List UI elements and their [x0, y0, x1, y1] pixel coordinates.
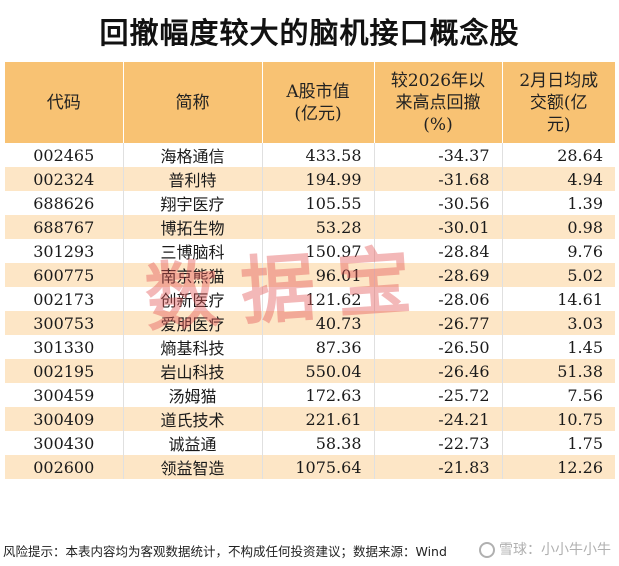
cell-market-cap: 150.97	[262, 239, 375, 263]
cell-code: 301330	[5, 335, 124, 359]
cell-name: 诚益通	[123, 431, 263, 455]
table-row: 301293 三博脑科 150.97 -28.84 9.76	[5, 239, 615, 263]
cell-market-cap: 550.04	[262, 359, 375, 383]
cell-name: 道氏技术	[123, 407, 263, 431]
cell-code: 002600	[5, 455, 124, 479]
cell-code: 002465	[5, 143, 124, 167]
cell-name: 翔宇医疗	[123, 191, 263, 215]
cell-name: 领益智造	[123, 455, 263, 479]
cell-turnover: 3.03	[502, 311, 615, 335]
cell-turnover: 7.56	[502, 383, 615, 407]
cell-market-cap: 40.73	[262, 311, 375, 335]
table-row: 600775 南京熊猫 96.01 -28.69 5.02	[5, 263, 615, 287]
cell-market-cap: 105.55	[262, 191, 375, 215]
cell-drawdown: -26.50	[374, 335, 503, 359]
table-row: 300409 道氏技术 221.61 -24.21 10.75	[5, 407, 615, 431]
cell-turnover: 1.75	[502, 431, 615, 455]
cell-code: 688626	[5, 191, 124, 215]
cell-market-cap: 221.61	[262, 407, 375, 431]
cell-drawdown: -28.06	[374, 287, 503, 311]
cell-code: 300409	[5, 407, 124, 431]
table-row: 002324 普利特 194.99 -31.68 4.94	[5, 167, 615, 191]
cell-code: 300430	[5, 431, 124, 455]
table-row: 002195 岩山科技 550.04 -26.46 51.38	[5, 359, 615, 383]
cell-code: 688767	[5, 215, 124, 239]
cell-market-cap: 433.58	[262, 143, 375, 167]
header-name: 简称	[123, 62, 263, 143]
cell-drawdown: -28.69	[374, 263, 503, 287]
cell-drawdown: -26.46	[374, 359, 503, 383]
header-code: 代码	[5, 62, 124, 143]
cell-code: 002173	[5, 287, 124, 311]
cell-drawdown: -26.77	[374, 311, 503, 335]
header-turnover: 2月日均成 交额(亿 元)	[502, 62, 615, 143]
cell-code: 301293	[5, 239, 124, 263]
table-row: 300753 爱朋医疗 40.73 -26.77 3.03	[5, 311, 615, 335]
table-row: 301330 熵基科技 87.36 -26.50 1.45	[5, 335, 615, 359]
cell-turnover: 14.61	[502, 287, 615, 311]
cell-market-cap: 58.38	[262, 431, 375, 455]
cell-code: 600775	[5, 263, 124, 287]
cell-code: 300459	[5, 383, 124, 407]
table-row: 002600 领益智造 1075.64 -21.83 12.26	[5, 455, 615, 479]
cell-name: 普利特	[123, 167, 263, 191]
table-header-row: 代码 简称 A股市值 (亿元) 较2026年以 来高点回撤 (%) 2月日均成 …	[5, 62, 615, 143]
risk-disclaimer: 风险提示：本表内容均为客观数据统计，不构成任何投资建议；数据来源：Wind	[3, 544, 447, 559]
cell-code: 002195	[5, 359, 124, 383]
header-market-cap: A股市值 (亿元)	[262, 62, 375, 143]
cell-turnover: 1.39	[502, 191, 615, 215]
cell-drawdown: -24.21	[374, 407, 503, 431]
cell-drawdown: -25.72	[374, 383, 503, 407]
cell-turnover: 28.64	[502, 143, 615, 167]
cell-name: 汤姆猫	[123, 383, 263, 407]
cell-market-cap: 96.01	[262, 263, 375, 287]
cell-market-cap: 53.28	[262, 215, 375, 239]
page-title: 回撤幅度较大的脑机接口概念股	[99, 16, 520, 50]
cell-market-cap: 194.99	[262, 167, 375, 191]
table-row: 300459 汤姆猫 172.63 -25.72 7.56	[5, 383, 615, 407]
cell-drawdown: -22.73	[374, 431, 503, 455]
corner-watermark-text: 雪球：小小牛小牛	[499, 542, 611, 558]
cell-turnover: 5.02	[502, 263, 615, 287]
cell-drawdown: -34.37	[374, 143, 503, 167]
cell-name: 三博脑科	[123, 239, 263, 263]
table-row: 002465 海格通信 433.58 -34.37 28.64	[5, 143, 615, 167]
cell-turnover: 4.94	[502, 167, 615, 191]
snowball-icon	[479, 542, 495, 558]
cell-code: 300753	[5, 311, 124, 335]
cell-turnover: 12.26	[502, 455, 615, 479]
cell-market-cap: 1075.64	[262, 455, 375, 479]
header-drawdown: 较2026年以 来高点回撤 (%)	[374, 62, 503, 143]
stock-table: 代码 简称 A股市值 (亿元) 较2026年以 来高点回撤 (%) 2月日均成 …	[5, 62, 615, 479]
cell-drawdown: -21.83	[374, 455, 503, 479]
cell-name: 博拓生物	[123, 215, 263, 239]
cell-market-cap: 87.36	[262, 335, 375, 359]
cell-market-cap: 121.62	[262, 287, 375, 311]
corner-watermark: 雪球：小小牛小牛	[475, 536, 611, 564]
cell-code: 002324	[5, 167, 124, 191]
cell-turnover: 0.98	[502, 215, 615, 239]
table-row: 688767 博拓生物 53.28 -30.01 0.98	[5, 215, 615, 239]
cell-name: 南京熊猫	[123, 263, 263, 287]
cell-drawdown: -30.01	[374, 215, 503, 239]
cell-market-cap: 172.63	[262, 383, 375, 407]
cell-name: 熵基科技	[123, 335, 263, 359]
table-row: 300430 诚益通 58.38 -22.73 1.75	[5, 431, 615, 455]
cell-turnover: 9.76	[502, 239, 615, 263]
table-row: 688626 翔宇医疗 105.55 -30.56 1.39	[5, 191, 615, 215]
cell-name: 海格通信	[123, 143, 263, 167]
cell-turnover: 1.45	[502, 335, 615, 359]
cell-drawdown: -30.56	[374, 191, 503, 215]
cell-name: 爱朋医疗	[123, 311, 263, 335]
table-row: 002173 创新医疗 121.62 -28.06 14.61	[5, 287, 615, 311]
cell-name: 创新医疗	[123, 287, 263, 311]
cell-turnover: 10.75	[502, 407, 615, 431]
cell-drawdown: -31.68	[374, 167, 503, 191]
cell-name: 岩山科技	[123, 359, 263, 383]
cell-drawdown: -28.84	[374, 239, 503, 263]
cell-turnover: 51.38	[502, 359, 615, 383]
